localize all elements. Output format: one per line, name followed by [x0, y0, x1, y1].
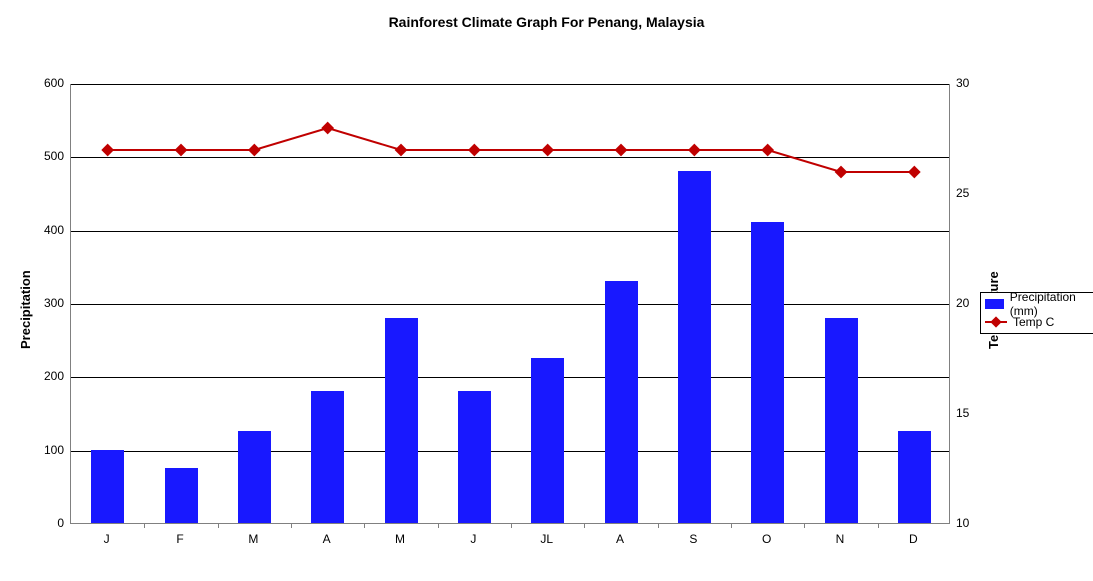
- bar: [825, 318, 858, 523]
- temperature-marker: [395, 144, 408, 157]
- gridline: [71, 157, 949, 158]
- bar: [311, 391, 344, 523]
- x-tick-label: F: [176, 532, 183, 546]
- x-tick-label: JL: [540, 532, 553, 546]
- chart-figure: 0 100 200 300 400 500 600 10 15 20 25 30 J F M A M J JL A…: [0, 36, 1093, 576]
- x-tick-label: A: [616, 532, 624, 546]
- temperature-marker: [101, 144, 114, 157]
- y1-tick-label: 0: [30, 516, 64, 530]
- gridline: [71, 451, 949, 452]
- gridline: [71, 231, 949, 232]
- plot-area: [70, 84, 950, 524]
- temperature-line: [108, 128, 915, 172]
- x-tick-mark: [291, 523, 292, 528]
- y1-axis-label: Precipitation: [18, 270, 33, 349]
- x-tick-mark: [878, 523, 879, 528]
- legend-label-temperature: Temp C: [1013, 315, 1054, 329]
- temperature-marker: [321, 122, 334, 135]
- x-tick-mark: [731, 523, 732, 528]
- y1-tick-label: 600: [30, 76, 64, 90]
- x-tick-mark: [218, 523, 219, 528]
- y2-tick-label: 30: [956, 76, 969, 90]
- gridline: [71, 377, 949, 378]
- bar: [238, 431, 271, 523]
- temperature-marker: [835, 166, 848, 179]
- legend-swatch-line: [985, 321, 1007, 323]
- y2-tick-label: 10: [956, 516, 969, 530]
- x-tick-label: J: [104, 532, 110, 546]
- temperature-marker: [468, 144, 481, 157]
- y1-tick-label: 100: [30, 443, 64, 457]
- x-tick-mark: [364, 523, 365, 528]
- y2-tick-label: 15: [956, 406, 969, 420]
- x-tick-label: O: [762, 532, 771, 546]
- x-tick-mark: [584, 523, 585, 528]
- legend: Precipitation (mm) Temp C: [980, 292, 1093, 334]
- y1-tick-label: 300: [30, 296, 64, 310]
- x-tick-mark: [511, 523, 512, 528]
- bar: [605, 281, 638, 523]
- y2-tick-label: 20: [956, 296, 969, 310]
- bar: [531, 358, 564, 523]
- temperature-marker: [541, 144, 554, 157]
- x-tick-label: A: [323, 532, 331, 546]
- bar: [678, 171, 711, 523]
- bar: [91, 450, 124, 523]
- temperature-marker: [761, 144, 774, 157]
- bar: [898, 431, 931, 523]
- temperature-marker: [908, 166, 921, 179]
- temperature-marker: [615, 144, 628, 157]
- bar: [385, 318, 418, 523]
- bar: [751, 222, 784, 523]
- x-tick-label: S: [689, 532, 697, 546]
- bar: [458, 391, 491, 523]
- x-tick-label: D: [909, 532, 918, 546]
- bar: [165, 468, 198, 523]
- x-tick-mark: [144, 523, 145, 528]
- x-tick-label: M: [395, 532, 405, 546]
- x-tick-mark: [804, 523, 805, 528]
- x-tick-label: J: [470, 532, 476, 546]
- temperature-marker: [688, 144, 701, 157]
- x-tick-label: M: [248, 532, 258, 546]
- x-tick-mark: [658, 523, 659, 528]
- y2-tick-label: 25: [956, 186, 969, 200]
- x-tick-mark: [438, 523, 439, 528]
- temperature-marker: [175, 144, 188, 157]
- legend-swatch-bar: [985, 299, 1004, 309]
- gridline: [71, 304, 949, 305]
- y1-tick-label: 500: [30, 149, 64, 163]
- legend-label-precipitation: Precipitation (mm): [1010, 290, 1093, 318]
- temperature-marker: [248, 144, 261, 157]
- legend-item-precipitation: Precipitation (mm): [985, 295, 1093, 313]
- y1-tick-label: 200: [30, 369, 64, 383]
- gridline: [71, 84, 949, 85]
- y1-tick-label: 400: [30, 223, 64, 237]
- x-tick-label: N: [836, 532, 845, 546]
- chart-title: Rainforest Climate Graph For Penang, Mal…: [0, 0, 1093, 36]
